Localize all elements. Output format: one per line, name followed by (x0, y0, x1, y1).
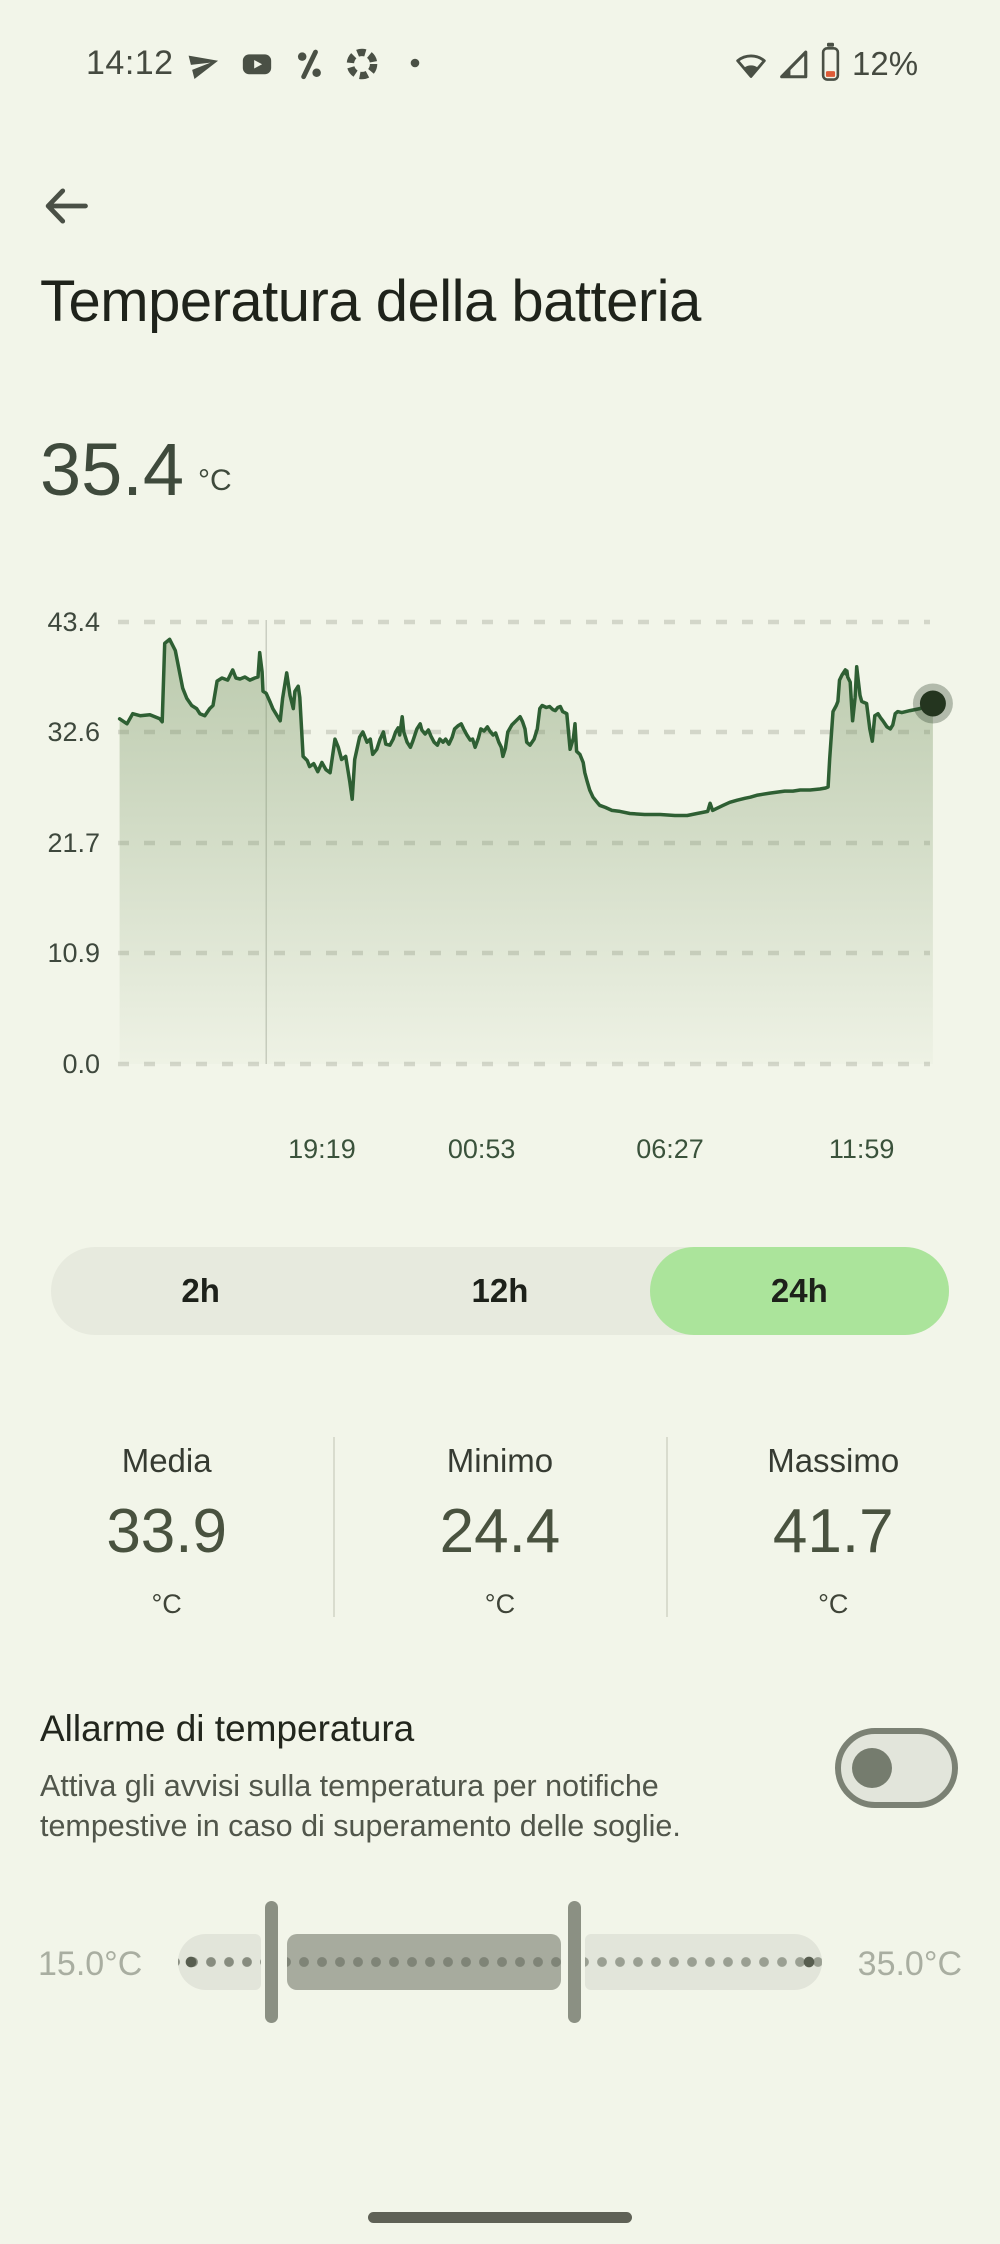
stat-value: 24.4 (439, 1497, 561, 1566)
chart-end-marker (919, 690, 946, 717)
stat-massimo: Massimo 41.7 °C (667, 1443, 1000, 1620)
svg-text:11:59: 11:59 (829, 1134, 895, 1164)
alarm-toggle[interactable] (835, 1728, 958, 1808)
stat-value: 41.7 (772, 1497, 894, 1566)
current-temperature-unit: °C (198, 464, 232, 497)
stat-value: 33.9 (106, 1497, 227, 1566)
slider-handle-upper[interactable] (568, 1901, 581, 2023)
youtube-icon (242, 54, 272, 75)
gesture-navigation-bar[interactable] (368, 2212, 632, 2223)
range-option-12h[interactable]: 12h (471, 1272, 529, 1309)
stat-minimo: Minimo 24.4 °C (333, 1443, 666, 1620)
svg-text:0.0: 0.0 (62, 1049, 100, 1079)
stats-row: Media 33.9 °C Minimo 24.4 °C Massimo 41.… (0, 1437, 1000, 1620)
wifi-icon (736, 54, 766, 78)
stat-label: Media (121, 1442, 212, 1479)
aperture-icon (346, 48, 378, 80)
svg-text:43.4: 43.4 (47, 607, 100, 637)
svg-text:00:53: 00:53 (448, 1134, 516, 1164)
stat-unit: °C (818, 1589, 849, 1619)
more-dot-icon (410, 58, 420, 68)
time-range-selector: 2h 12h 24h (51, 1247, 949, 1335)
status-bar: 14:12 12% (0, 0, 1000, 110)
current-temperature: 35.4 °C (40, 430, 232, 510)
stat-label: Massimo (767, 1442, 900, 1479)
battery-low-icon (821, 42, 840, 81)
svg-text:10.9: 10.9 (47, 938, 100, 968)
stat-divider (333, 1437, 335, 1617)
stat-media: Media 33.9 °C (0, 1443, 333, 1620)
temperature-chart[interactable]: 43.4 32.6 21.7 10.9 0.0 19:19 00:53 06:27 11:59 (0, 600, 1000, 1180)
threshold-slider: 15.0°C 35.0°C (0, 1880, 1000, 2050)
current-temperature-value: 35.4 (40, 428, 185, 511)
stat-unit: °C (484, 1589, 516, 1619)
back-arrow-icon (45, 188, 88, 224)
slider-track-right[interactable] (585, 1934, 822, 1990)
status-time: 14:12 (86, 44, 174, 82)
slider-track-left[interactable] (178, 1934, 261, 1990)
slider-track-active[interactable] (287, 1934, 561, 1990)
percent-app-icon (297, 49, 321, 80)
svg-text:21.7: 21.7 (47, 828, 100, 858)
slider-max-label: 35.0°C (857, 1945, 962, 1983)
stat-unit: °C (151, 1589, 182, 1619)
range-option-2h[interactable]: 2h (181, 1272, 220, 1309)
alarm-toggle-thumb (852, 1748, 892, 1788)
battery-percent-text: 12% (852, 45, 919, 82)
svg-text:32.6: 32.6 (47, 717, 100, 747)
alarm-description: Attiva gli avvisi sulla temperatura per … (40, 1769, 681, 1843)
stat-label: Minimo (446, 1442, 554, 1479)
svg-text:06:27: 06:27 (636, 1134, 704, 1164)
range-option-24h[interactable]: 24h (649, 1247, 949, 1335)
slider-min-label: 15.0°C (38, 1945, 143, 1983)
svg-text:19:19: 19:19 (288, 1134, 356, 1164)
cell-signal-icon (780, 50, 808, 79)
page-title: Temperatura della batteria (40, 269, 701, 334)
stat-divider (666, 1437, 668, 1617)
back-button[interactable] (40, 180, 92, 232)
alarm-section-title: Allarme di temperatura (40, 1708, 415, 1749)
telegram-icon (188, 55, 219, 80)
slider-handle-lower[interactable] (265, 1901, 278, 2023)
